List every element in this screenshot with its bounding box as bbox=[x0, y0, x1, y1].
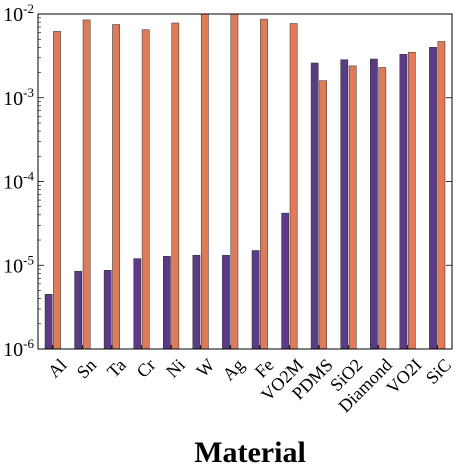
x-tick-label-vo2i: VO2I bbox=[382, 355, 425, 398]
x-tick-label-w: W bbox=[192, 355, 218, 381]
bar-vo2i-series-1 bbox=[399, 54, 408, 350]
bar-sic-series-1 bbox=[429, 47, 437, 350]
y-tick-label: 10-4 bbox=[3, 169, 34, 194]
x-axis: Al Sn Ta Cr Ni W Ag FeVO2MPDMSSiO2DiamondVO2ISi… bbox=[44, 355, 455, 417]
bar-vo2m-series-1 bbox=[281, 212, 290, 350]
x-tick-label-sic: SiC bbox=[422, 355, 455, 388]
bar-sn-series-1 bbox=[74, 270, 83, 350]
x-tick-label-cr: Cr bbox=[133, 355, 160, 382]
plot-frame bbox=[37, 13, 453, 350]
bar-ni-series-1 bbox=[163, 256, 171, 350]
bar-ta-series-1 bbox=[103, 270, 112, 350]
y-tick-label: 10-6 bbox=[3, 336, 34, 361]
x-tick-label-sn: Sn bbox=[73, 355, 101, 383]
bar-ta-series-2 bbox=[112, 24, 120, 350]
bar-w-series-1 bbox=[192, 254, 201, 350]
bars-layer bbox=[44, 13, 446, 350]
bar-sic-series-2 bbox=[437, 41, 446, 350]
x-tick-label-al: Al bbox=[44, 355, 71, 382]
x-tick-label-ta: Ta bbox=[103, 355, 130, 382]
bar-cr-series-1 bbox=[133, 258, 142, 350]
bar-sio2-series-1 bbox=[340, 59, 349, 350]
bar-ag-series-1 bbox=[222, 254, 230, 350]
bar-sn-series-2 bbox=[82, 19, 91, 350]
bar-fe-series-1 bbox=[251, 250, 260, 350]
y-axis: 10-2 10-3 10-4 10-5 10-6 bbox=[3, 1, 452, 361]
bar-ag-series-2 bbox=[230, 13, 239, 350]
bar-diamond-series-1 bbox=[370, 58, 378, 350]
x-axis-label: Material bbox=[194, 436, 306, 469]
bar-cr-series-2 bbox=[141, 29, 150, 350]
x-tick-label-ni: Ni bbox=[162, 355, 189, 382]
bar-w-series-2 bbox=[200, 13, 209, 350]
y-tick-label: 10-3 bbox=[3, 85, 34, 110]
bar-sio2-series-2 bbox=[348, 65, 357, 350]
bar-pdms-series-2 bbox=[319, 80, 327, 350]
x-tick-label-ag: Ag bbox=[218, 355, 248, 385]
y-tick-label: 10-5 bbox=[3, 252, 34, 277]
bar-al-series-2 bbox=[53, 31, 61, 350]
bar-diamond-series-2 bbox=[378, 67, 387, 350]
y-tick-label: 10-2 bbox=[3, 1, 34, 26]
bar-ni-series-2 bbox=[171, 22, 180, 350]
bar-fe-series-2 bbox=[260, 18, 268, 350]
bar-vo2i-series-2 bbox=[407, 51, 416, 350]
bar-vo2m-series-2 bbox=[289, 23, 298, 350]
bar-pdms-series-1 bbox=[310, 62, 319, 350]
bar-al-series-1 bbox=[44, 294, 53, 350]
